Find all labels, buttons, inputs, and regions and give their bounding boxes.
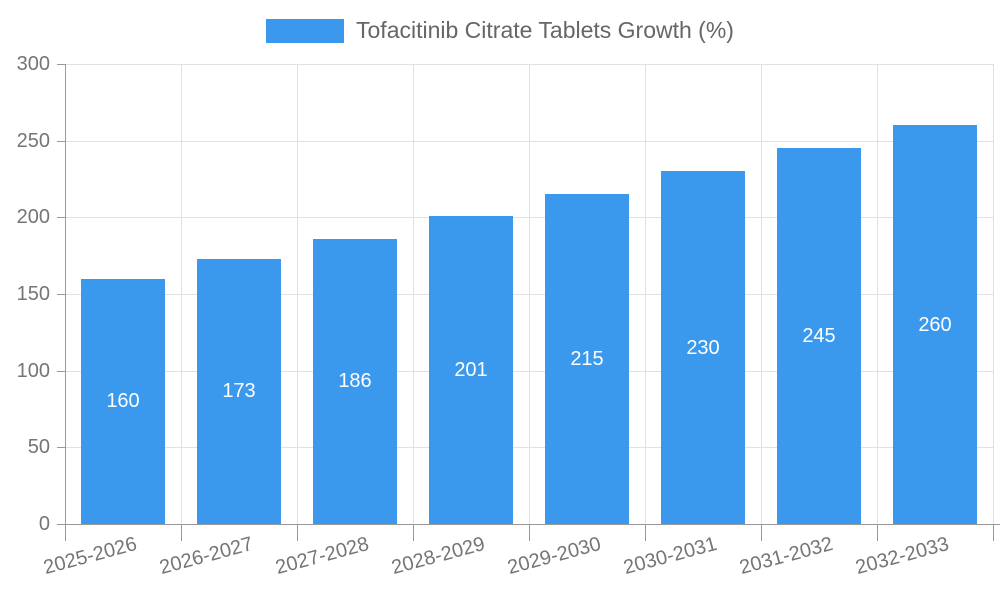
bar-value-label: 173 bbox=[222, 380, 256, 403]
x-axis-tick bbox=[877, 524, 878, 541]
y-axis-tick bbox=[57, 217, 65, 219]
x-gridline bbox=[181, 64, 182, 524]
x-axis-label: 2031-2032 bbox=[737, 533, 836, 580]
y-axis-tick bbox=[57, 294, 65, 295]
y-axis-label: 100 bbox=[16, 359, 50, 382]
bar[interactable] bbox=[545, 194, 629, 524]
bar[interactable] bbox=[661, 171, 745, 524]
x-gridline bbox=[993, 64, 994, 524]
legend[interactable]: Tofacitinib Citrate Tablets Growth (%) bbox=[0, 17, 1000, 44]
y-axis-label: 150 bbox=[16, 283, 50, 305]
bar[interactable] bbox=[777, 148, 861, 524]
x-axis-label: 2030-2031 bbox=[621, 533, 720, 580]
x-axis-tick bbox=[181, 524, 182, 541]
bar-value-label: 215 bbox=[570, 348, 604, 371]
bar[interactable] bbox=[893, 125, 977, 524]
bar[interactable] bbox=[81, 278, 165, 524]
bar-value-label: 260 bbox=[918, 313, 952, 336]
y-axis-label: 300 bbox=[16, 53, 50, 75]
x-axis-label: 2025-2026 bbox=[41, 533, 140, 580]
legend-label: Tofacitinib Citrate Tablets Growth (%) bbox=[356, 17, 734, 43]
x-axis-label: 2029-2030 bbox=[505, 533, 604, 580]
bar-value-label: 186 bbox=[338, 370, 372, 393]
y-axis-label: 250 bbox=[16, 129, 50, 152]
x-gridline bbox=[529, 64, 530, 524]
y-axis-tick bbox=[57, 370, 65, 372]
x-axis-tick bbox=[645, 524, 646, 541]
x-axis-tick bbox=[413, 524, 414, 541]
x-axis-tick bbox=[993, 524, 994, 541]
x-gridline bbox=[297, 64, 298, 524]
x-gridline bbox=[761, 64, 762, 524]
x-gridline bbox=[413, 64, 414, 524]
x-axis-line bbox=[65, 524, 1000, 525]
x-axis-tick bbox=[529, 524, 530, 541]
y-axis-tick bbox=[57, 524, 65, 525]
x-axis-label: 2028-2029 bbox=[389, 533, 488, 580]
bar[interactable] bbox=[197, 258, 281, 524]
bar-value-label: 245 bbox=[802, 325, 836, 348]
bar[interactable] bbox=[313, 238, 397, 524]
y-axis-label: 200 bbox=[16, 206, 50, 229]
x-axis-label: 2027-2028 bbox=[273, 533, 372, 580]
bar-value-label: 201 bbox=[454, 358, 488, 381]
x-gridline bbox=[645, 64, 646, 524]
y-axis-tick bbox=[57, 64, 65, 65]
y-axis-tick bbox=[57, 140, 65, 142]
x-axis-tick bbox=[65, 524, 66, 541]
y-axis-label: 50 bbox=[27, 436, 50, 459]
y-axis-tick bbox=[57, 447, 65, 449]
y-axis-line bbox=[65, 64, 66, 524]
bar-value-label: 160 bbox=[106, 390, 140, 413]
x-axis-tick bbox=[761, 524, 762, 541]
x-gridline bbox=[877, 64, 878, 524]
y-axis-label: 0 bbox=[38, 513, 50, 535]
x-axis-tick bbox=[297, 524, 298, 541]
x-axis-label: 2026-2027 bbox=[157, 533, 256, 580]
legend-swatch bbox=[266, 18, 345, 43]
bar-value-label: 230 bbox=[686, 336, 720, 359]
x-axis-label: 2032-2033 bbox=[853, 533, 952, 580]
bar[interactable] bbox=[429, 215, 513, 524]
